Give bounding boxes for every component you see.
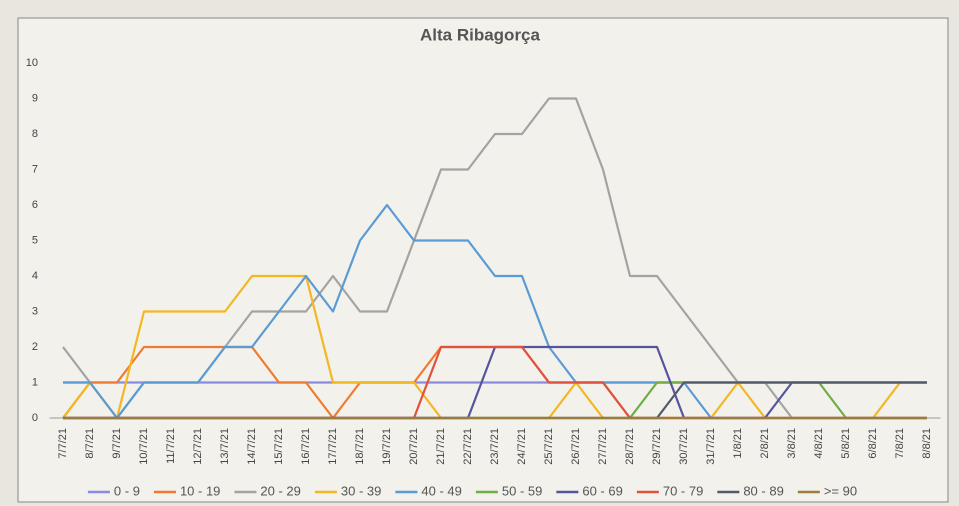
x-tick-label: 24/7/21: [516, 428, 528, 465]
x-tick-label: 6/8/21: [867, 428, 879, 459]
legend-label: 50 - 59: [502, 483, 542, 498]
legend-label: 70 - 79: [663, 483, 703, 498]
x-tick-label: 15/7/21: [273, 428, 285, 465]
x-tick-label: 8/7/21: [84, 428, 96, 459]
x-tick-label: 1/8/21: [732, 428, 744, 459]
x-tick-label: 11/7/21: [165, 428, 177, 464]
x-tick-label: 21/7/21: [435, 428, 447, 465]
x-tick-label: 13/7/21: [219, 428, 231, 465]
y-tick-label: 3: [32, 305, 38, 317]
x-tick-label: 8/8/21: [921, 428, 933, 459]
legend-label: 40 - 49: [421, 483, 461, 498]
legend-label: 10 - 19: [180, 483, 220, 498]
x-tick-label: 5/8/21: [840, 428, 852, 459]
y-tick-label: 5: [32, 234, 38, 246]
x-tick-label: 2/8/21: [759, 428, 771, 459]
legend-label: >= 90: [824, 483, 857, 498]
x-tick-label: 14/7/21: [246, 428, 258, 465]
y-tick-label: 0: [32, 412, 38, 424]
x-tick-label: 17/7/21: [327, 428, 339, 465]
x-tick-label: 9/7/21: [111, 428, 123, 459]
x-tick-label: 30/7/21: [678, 428, 690, 465]
x-tick-label: 18/7/21: [354, 428, 366, 465]
y-tick-label: 4: [32, 270, 38, 282]
x-tick-label: 29/7/21: [651, 428, 663, 465]
legend-label: 80 - 89: [743, 483, 783, 498]
x-tick-label: 3/8/21: [786, 428, 798, 459]
legend-label: 20 - 29: [260, 483, 300, 498]
x-tick-label: 26/7/21: [570, 428, 582, 465]
chart-title: Alta Ribagorça: [420, 25, 541, 44]
x-tick-label: 20/7/21: [408, 428, 420, 465]
legend-label: 0 - 9: [114, 483, 140, 498]
y-tick-label: 9: [32, 92, 38, 104]
x-tick-label: 12/7/21: [192, 428, 204, 465]
y-tick-label: 1: [32, 376, 38, 388]
x-tick-label: 16/7/21: [300, 428, 312, 465]
x-tick-label: 7/7/21: [57, 428, 69, 459]
x-tick-label: 23/7/21: [489, 428, 501, 465]
legend-label: 60 - 69: [582, 483, 622, 498]
y-tick-label: 7: [32, 163, 38, 175]
y-tick-label: 10: [26, 57, 38, 69]
x-tick-label: 27/7/21: [597, 428, 609, 465]
x-tick-label: 25/7/21: [543, 428, 555, 465]
x-tick-label: 22/7/21: [462, 428, 474, 465]
x-tick-label: 31/7/21: [705, 428, 717, 465]
x-tick-label: 28/7/21: [624, 428, 636, 465]
x-tick-label: 19/7/21: [381, 428, 393, 465]
y-tick-label: 6: [32, 199, 38, 211]
x-tick-label: 10/7/21: [138, 428, 150, 465]
legend-label: 30 - 39: [341, 483, 381, 498]
x-tick-label: 4/8/21: [813, 428, 825, 459]
x-tick-label: 7/8/21: [894, 428, 906, 459]
y-tick-label: 8: [32, 128, 38, 140]
y-tick-label: 2: [32, 341, 38, 353]
legend: 0 - 9 10 - 19 20 - 29 30 - 39 40 - 49 50 - 59…: [87, 483, 857, 498]
